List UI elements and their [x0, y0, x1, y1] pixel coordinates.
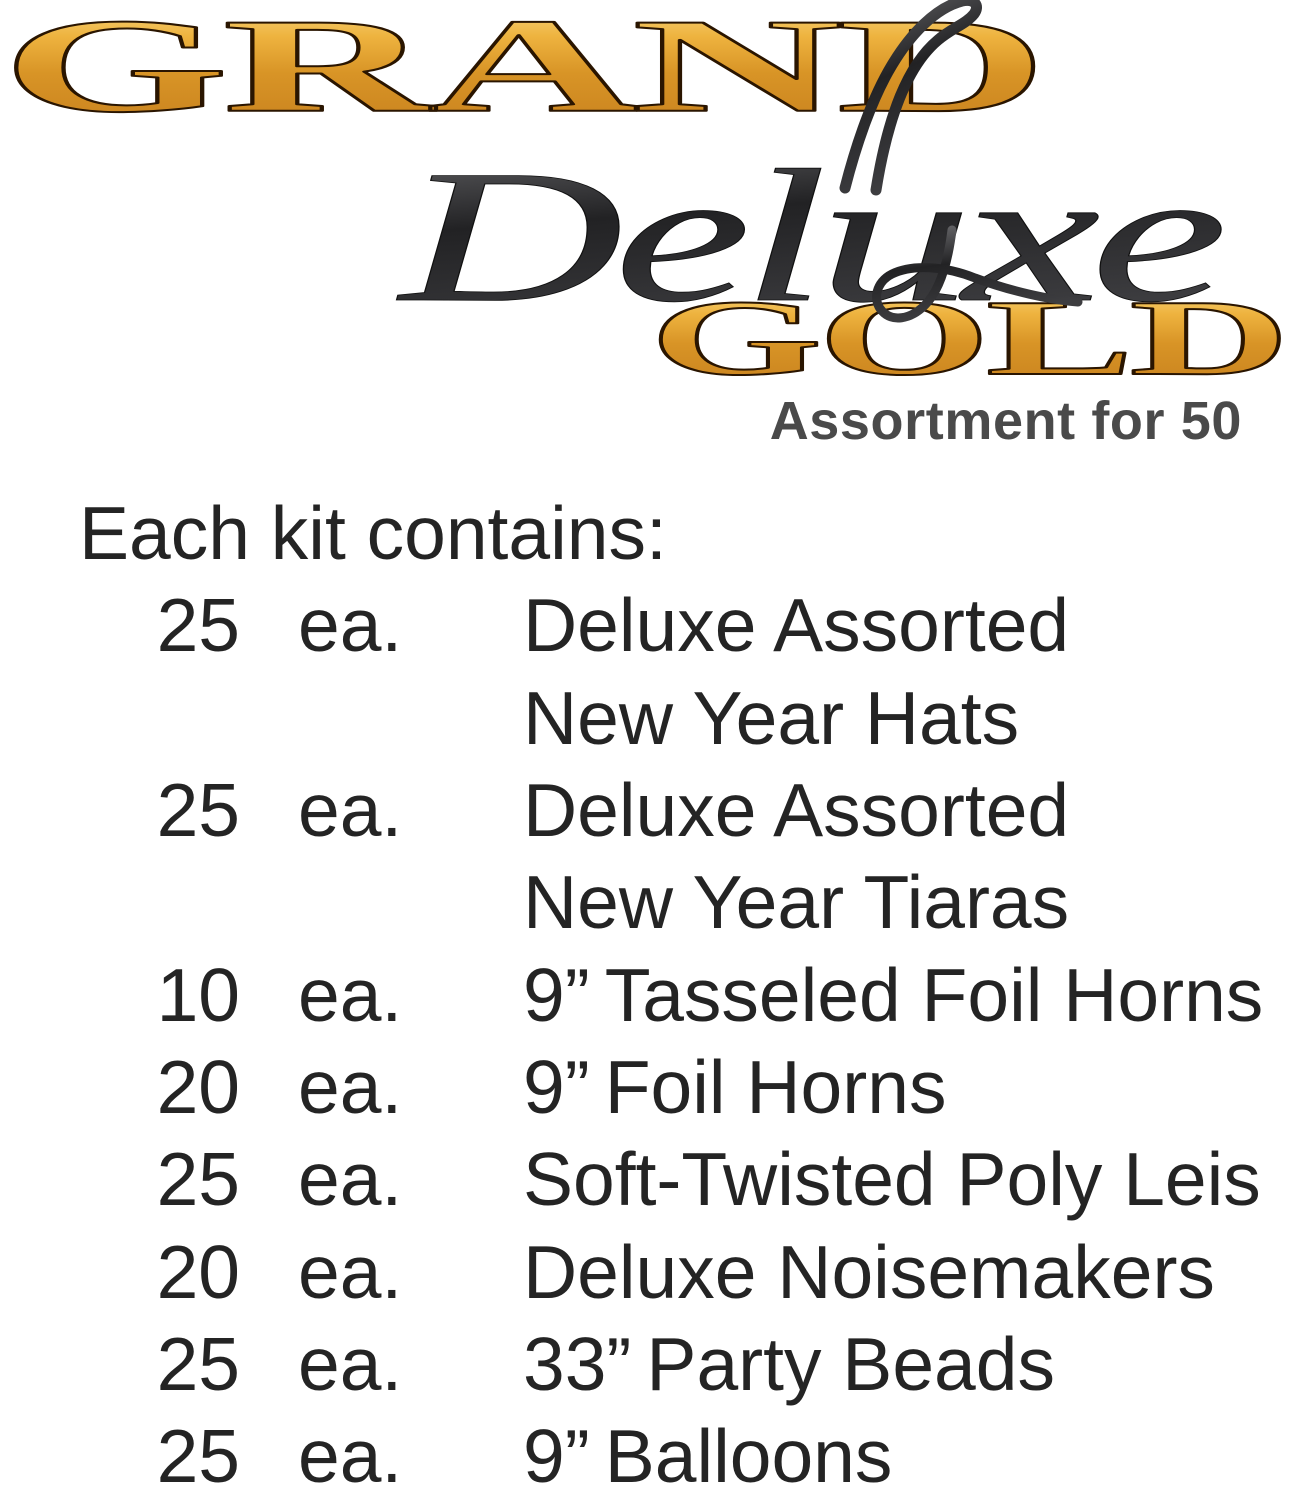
- svg-text:Deluxe: Deluxe: [395, 131, 1221, 342]
